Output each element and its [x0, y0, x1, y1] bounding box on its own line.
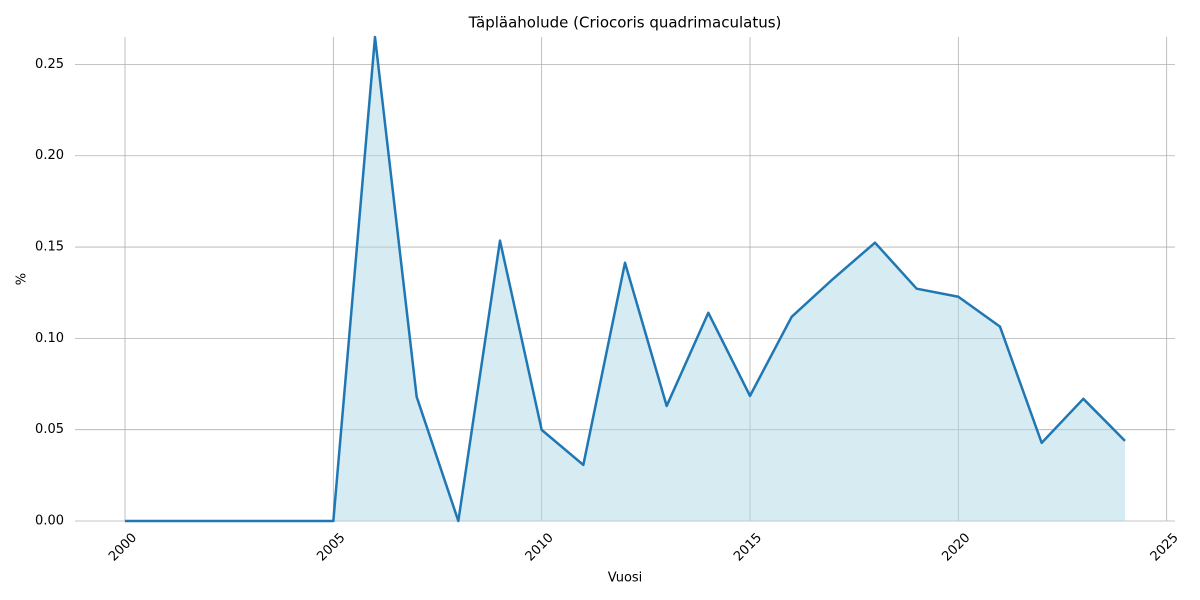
area	[125, 37, 1125, 521]
y-tick-label: 0.05	[35, 422, 64, 437]
x-tick-label: 2025	[1148, 530, 1182, 564]
y-tick-label: 0.10	[35, 331, 64, 346]
y-tick-label: 0.20	[35, 148, 64, 163]
y-tick-label: 0.00	[35, 514, 64, 529]
x-tick-label: 2010	[523, 530, 557, 564]
line	[125, 35, 1126, 523]
x-axis-label: Vuosi	[608, 571, 643, 586]
y-axis-label: %	[15, 273, 30, 285]
x-tick-label: 2000	[106, 530, 140, 564]
chart-title: Täpläaholude (Criocoris quadrimaculatus)	[468, 14, 782, 32]
x-tick-label: 2005	[314, 530, 348, 564]
x-tick-label: 2020	[939, 530, 973, 564]
y-tick-label: 0.15	[35, 240, 64, 255]
y-tick-label: 0.25	[35, 57, 64, 72]
x-tick-label: 2015	[731, 530, 765, 564]
